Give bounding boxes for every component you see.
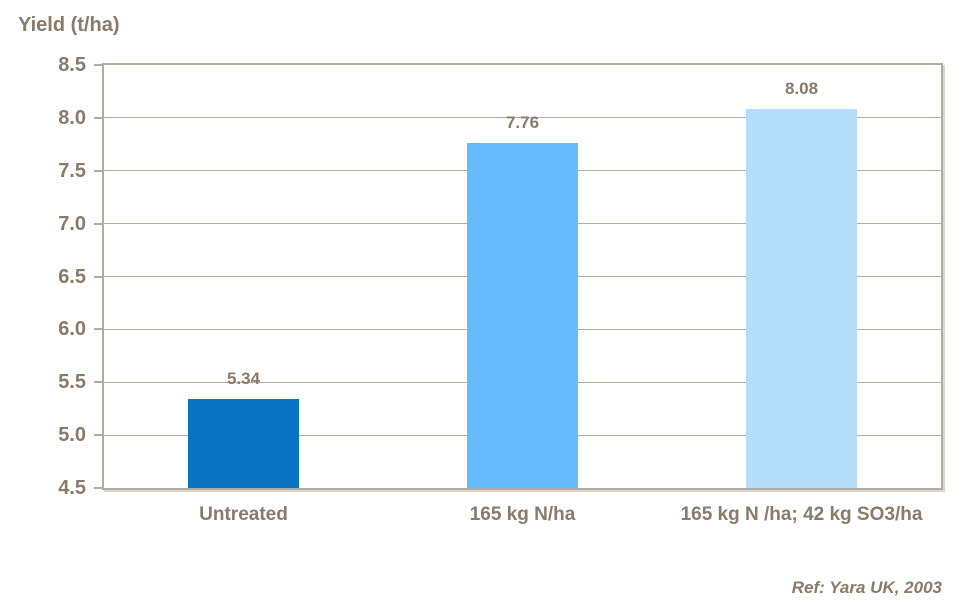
y-tick-mark <box>94 434 102 437</box>
y-tick-label: 7.5 <box>58 159 86 182</box>
bar-value-label: 8.08 <box>784 79 819 99</box>
y-tick-label: 7.0 <box>58 212 86 235</box>
bar-value-label: 7.76 <box>505 113 540 133</box>
y-tick-label: 4.5 <box>58 477 86 499</box>
y-tick-label: 5.5 <box>58 371 86 394</box>
bar-2 <box>467 143 578 488</box>
y-tick-label: 8.0 <box>58 106 86 129</box>
y-tick-label: 6.5 <box>58 265 86 288</box>
plot-area: 5.34 7.76 8.08 <box>102 63 943 490</box>
y-tick-mark <box>94 169 102 172</box>
chart-title: Yield (t/ha) <box>18 14 120 36</box>
bar-value-label: 5.34 <box>226 369 261 389</box>
y-tick-mark <box>94 222 102 225</box>
y-tick-mark <box>94 487 102 489</box>
y-tick-mark <box>94 275 102 278</box>
y-tick-label: 6.0 <box>58 318 86 341</box>
bar-3 <box>746 109 857 488</box>
gridline <box>104 117 941 119</box>
y-tick-mark <box>94 116 102 119</box>
y-tick-label: 5.0 <box>58 424 86 447</box>
x-category-label: 165 kg N/ha <box>469 504 576 525</box>
x-category-label: 165 kg N /ha; 42 kg SO3/ha <box>680 504 923 525</box>
x-category-label: Untreated <box>199 504 288 525</box>
reference-note: Ref: Yara UK, 2003 <box>791 578 942 597</box>
y-tick-mark <box>94 381 102 384</box>
y-tick-mark <box>94 328 102 331</box>
y-tick-label: 8.5 <box>58 54 86 76</box>
y-tick-mark <box>94 64 102 66</box>
bar-1 <box>188 399 299 488</box>
